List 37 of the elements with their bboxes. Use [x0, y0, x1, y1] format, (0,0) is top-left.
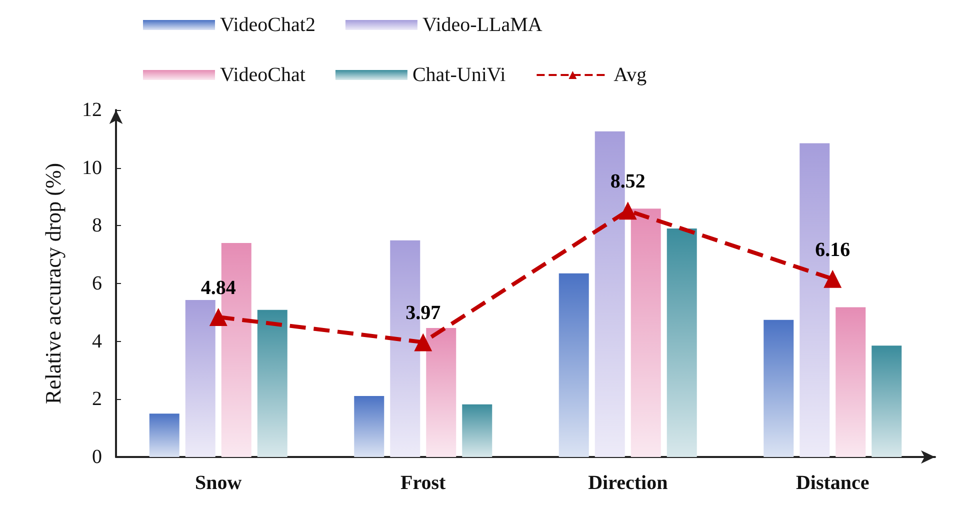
- y-tick-label: 12: [82, 99, 102, 121]
- legend-label: VideoChat2: [220, 14, 316, 36]
- bar: [872, 346, 902, 457]
- point: [824, 270, 842, 288]
- point: [414, 333, 432, 352]
- y-tick-label: 8: [92, 214, 102, 237]
- bar: [836, 307, 866, 457]
- bar: [354, 396, 384, 457]
- x-tick-label: Frost: [400, 472, 446, 494]
- bar: [630, 208, 661, 457]
- bar: [257, 310, 288, 457]
- bar: [666, 228, 697, 457]
- bar: [426, 328, 456, 457]
- y-tick-label: 10: [82, 156, 102, 179]
- x-tick-label: Distance: [796, 472, 870, 494]
- bar: [462, 404, 492, 457]
- x-tick-label: Snow: [195, 472, 242, 494]
- data-label: 6.16: [815, 238, 850, 261]
- y-axis-title: Relative accuracy drop (%): [40, 162, 66, 404]
- x-tick-label: Direction: [588, 472, 668, 494]
- data-label: 4.84: [200, 277, 236, 300]
- bar: [558, 273, 589, 457]
- y-tick-label: 4: [92, 330, 102, 352]
- bar: [149, 414, 180, 457]
- legend-label: Avg: [614, 64, 647, 86]
- legend-label: Video-LLaMA: [422, 14, 543, 36]
- legend-label: VideoChat: [220, 64, 306, 86]
- data-label: 3.97: [406, 302, 441, 324]
- bar: [764, 320, 794, 457]
- bar: [185, 300, 216, 457]
- y-tick-label: 0: [92, 446, 102, 468]
- data-label: 8.52: [610, 170, 646, 193]
- y-tick-label: 6: [92, 272, 102, 294]
- legend-label: Chat-UniVi: [412, 64, 506, 86]
- point: [209, 308, 228, 326]
- point: [618, 202, 637, 220]
- y-tick-label: 2: [92, 388, 102, 410]
